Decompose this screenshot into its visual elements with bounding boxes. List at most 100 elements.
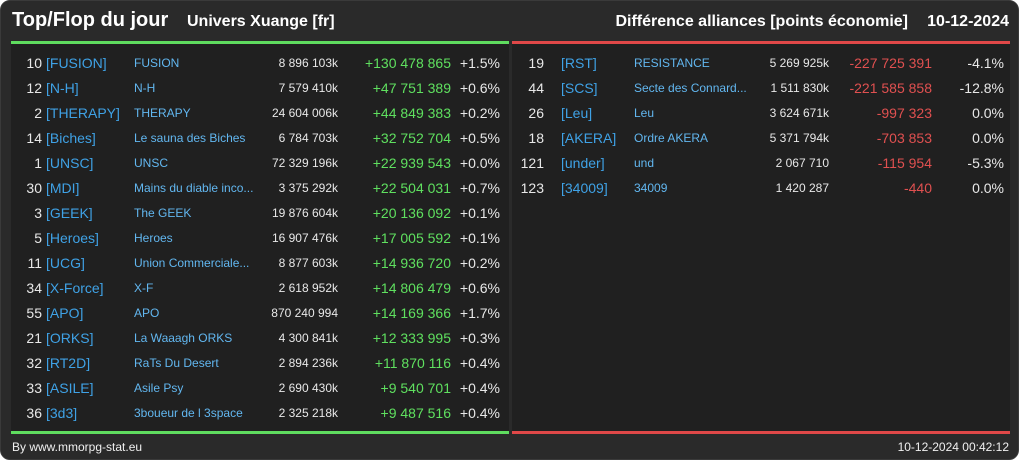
points-delta: -227 725 391 xyxy=(849,55,932,71)
percent-change: +0.7% xyxy=(459,180,500,196)
percent-change: +0.1% xyxy=(459,205,500,221)
alliance-tag-link[interactable]: [X-Force] xyxy=(46,280,104,296)
alliance-points: 2 894 236k xyxy=(278,356,338,370)
alliance-rank: 3 xyxy=(34,205,42,221)
alliance-points: 24 604 006k xyxy=(271,106,338,120)
alliance-name-link[interactable]: Mains du diable inco... xyxy=(134,181,254,195)
alliance-points: 3 624 671k xyxy=(769,106,829,120)
alliance-name-link[interactable]: Leu xyxy=(634,106,655,120)
alliance-points: 1 511 830k xyxy=(770,81,830,95)
alliance-rank: 10 xyxy=(26,55,42,71)
alliance-name-link[interactable]: 34009 xyxy=(634,181,668,195)
top-row: 2 [THERAPY] THERAPY 24 604 006k +44 849 383 +… xyxy=(11,101,509,126)
percent-change: -5.3% xyxy=(967,155,1004,171)
flop-row: 26 [Leu] Leu 3 624 671k -997 323 0.0% xyxy=(512,101,1010,126)
alliance-name-link[interactable]: RaTs Du Desert xyxy=(134,356,219,370)
alliance-name-link[interactable]: APO xyxy=(134,306,160,320)
percent-change: +0.2% xyxy=(459,105,500,121)
alliance-name-link[interactable]: The GEEK xyxy=(134,206,192,220)
header-date: 10-12-2024 xyxy=(927,13,1009,30)
percent-change: +0.6% xyxy=(459,280,500,296)
flop-row: 18 [AKERA] Ordre AKERA 5 371 794k -703 853 0.… xyxy=(512,126,1010,151)
alliance-name-link[interactable]: UNSC xyxy=(134,156,169,170)
alliance-points: 6 784 703k xyxy=(278,131,338,145)
alliance-name-link[interactable]: Le sauna des Biches xyxy=(134,131,246,145)
flop-row: 123 [34009] 34009 1 420 287 -440 0.0% xyxy=(512,176,1010,201)
alliance-points: 2 067 710 xyxy=(775,156,829,170)
alliance-points: 3 375 292k xyxy=(278,181,338,195)
points-delta: +20 136 092 xyxy=(372,205,451,221)
alliance-tag-link[interactable]: [AKERA] xyxy=(561,130,617,146)
alliance-tag-link[interactable]: [MDI] xyxy=(46,180,80,196)
alliance-name-link[interactable]: THERAPY xyxy=(134,106,191,120)
alliance-name-link[interactable]: FUSION xyxy=(134,56,180,70)
alliance-name-link[interactable]: La Waaagh ORKS xyxy=(134,331,233,345)
alliance-tag-link[interactable]: [FUSION] xyxy=(46,55,107,71)
points-delta: -703 853 xyxy=(876,130,932,146)
alliance-tag-link[interactable]: [UNSC] xyxy=(46,155,94,171)
alliance-points: 8 896 103k xyxy=(278,56,338,70)
alliance-rank: 32 xyxy=(26,355,42,371)
alliance-points: 2 325 218k xyxy=(278,406,338,420)
alliance-points: 19 876 604k xyxy=(271,206,338,220)
alliance-tag-link[interactable]: [RT2D] xyxy=(46,355,91,371)
percent-change: +0.3% xyxy=(459,330,500,346)
alliance-points: 7 579 410k xyxy=(278,81,338,95)
alliance-tag-link[interactable]: [GEEK] xyxy=(46,205,93,221)
alliance-points: 72 329 196k xyxy=(271,156,338,170)
alliance-tag-link[interactable]: [Heroes] xyxy=(46,230,99,246)
percent-change: -12.8% xyxy=(959,80,1004,96)
alliance-points: 1 420 287 xyxy=(775,181,829,195)
alliance-name-link[interactable]: Union Commerciale... xyxy=(134,256,250,270)
percent-change: +0.0% xyxy=(459,155,500,171)
alliance-rank: 30 xyxy=(26,180,42,196)
alliance-rank: 1 xyxy=(34,155,42,171)
alliance-name-link[interactable]: X-F xyxy=(134,281,154,295)
alliance-tag-link[interactable]: [ASILE] xyxy=(46,380,94,396)
top-row: 11 [UCG] Union Commerciale... 8 877 603k +14… xyxy=(11,251,509,276)
alliance-tag-link[interactable]: [SCS] xyxy=(561,80,598,96)
top-row: 12 [N-H] N-H 7 579 410k +47 751 389 +0.6% xyxy=(11,76,509,101)
alliance-tag-link[interactable]: [UCG] xyxy=(46,255,85,271)
alliance-tag-link[interactable]: [Biches] xyxy=(46,130,96,146)
points-delta: +32 752 704 xyxy=(372,130,451,146)
alliance-tag-link[interactable]: [Leu] xyxy=(561,105,593,121)
alliance-tag-link[interactable]: [RST] xyxy=(561,55,597,71)
points-delta: +9 540 701 xyxy=(380,380,451,396)
alliance-tag-link[interactable]: [34009] xyxy=(561,180,608,196)
difference-label: Différence alliances [points économie] xyxy=(615,13,908,30)
alliance-tag-link[interactable]: [ORKS] xyxy=(46,330,94,346)
alliance-points: 4 300 841k xyxy=(278,331,338,345)
alliance-name-link[interactable]: Ordre AKERA xyxy=(634,131,709,145)
top-row: 14 [Biches] Le sauna des Biches 6 784 703k +… xyxy=(11,126,509,151)
alliance-tag-link[interactable]: [under] xyxy=(561,155,605,171)
alliance-name-link[interactable]: Asile Psy xyxy=(134,381,184,395)
percent-change: +0.4% xyxy=(459,380,500,396)
alliance-tag-link[interactable]: [N-H] xyxy=(46,80,79,96)
percent-change: 0.0% xyxy=(972,105,1004,121)
alliance-name-link[interactable]: Heroes xyxy=(134,231,173,245)
percent-change: +1.7% xyxy=(459,305,500,321)
top-row: 33 [ASILE] Asile Psy 2 690 430k +9 540 701 +0… xyxy=(11,376,509,401)
points-delta: -440 xyxy=(903,180,932,196)
top-row: 34 [X-Force] X-F 2 618 952k +14 806 479 +0.6% xyxy=(11,276,509,301)
points-delta: +22 939 543 xyxy=(372,155,451,171)
alliance-rank: 55 xyxy=(26,305,42,321)
alliance-name-link[interactable]: Secte des Connard... xyxy=(634,81,747,95)
alliance-points: 2 618 952k xyxy=(278,281,338,295)
alliance-tag-link[interactable]: [THERAPY] xyxy=(46,105,120,121)
alliance-name-link[interactable]: N-H xyxy=(134,81,156,95)
alliance-rank: 19 xyxy=(528,55,544,71)
alliance-rank: 36 xyxy=(26,405,42,421)
alliance-name-link[interactable]: RESISTANCE xyxy=(634,56,710,70)
alliance-name-link[interactable]: 3boueur de l 3space xyxy=(134,406,243,420)
alliance-tag-link[interactable]: [3d3] xyxy=(46,405,78,421)
alliance-rank: 2 xyxy=(34,105,42,121)
points-delta: -115 954 xyxy=(877,155,932,171)
points-delta: -997 323 xyxy=(876,105,932,121)
alliance-name-link[interactable]: und xyxy=(634,156,655,170)
universe-label: Univers Xuange [fr] xyxy=(187,13,335,30)
percent-change: +1.5% xyxy=(459,55,500,71)
alliance-tag-link[interactable]: [APO] xyxy=(46,305,84,321)
percent-change: +0.2% xyxy=(459,255,500,271)
